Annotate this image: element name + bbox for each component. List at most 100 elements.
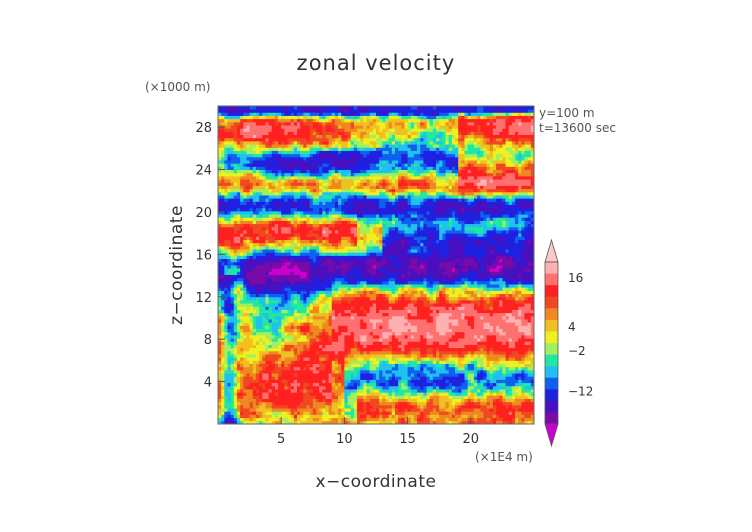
heatmap-cell — [398, 344, 402, 349]
heatmap-cell — [464, 299, 469, 304]
heatmap-cell — [521, 341, 525, 345]
heatmap-cell — [382, 331, 386, 336]
heatmap-cell — [492, 334, 497, 339]
heatmap-cell — [499, 277, 503, 282]
heatmap-cell — [391, 385, 396, 390]
heatmap-cell — [303, 306, 307, 310]
heatmap-cell — [458, 280, 462, 285]
heatmap-cell — [252, 354, 257, 358]
heatmap-cell — [360, 328, 364, 333]
heatmap-cell — [319, 287, 323, 291]
heatmap-cell — [461, 312, 465, 317]
heatmap-cell — [401, 420, 405, 424]
heatmap-cell — [252, 325, 257, 329]
heatmap-cell — [290, 369, 295, 374]
heatmap-cell — [360, 334, 364, 339]
heatmap-cell — [394, 268, 399, 272]
heatmap-cell — [249, 398, 254, 403]
heatmap-cell — [278, 376, 282, 380]
heatmap-cell — [325, 338, 329, 342]
heatmap-cell — [262, 357, 266, 361]
heatmap-cell — [344, 379, 348, 384]
heatmap-cell — [246, 369, 250, 374]
heatmap-cell — [382, 268, 386, 272]
heatmap-cell — [224, 363, 228, 368]
heatmap-cell — [391, 347, 396, 352]
heatmap-cell — [391, 334, 396, 339]
heatmap-cell — [334, 315, 339, 320]
heatmap-cell — [401, 271, 405, 275]
heatmap-cell — [407, 284, 412, 288]
heatmap-cell — [439, 271, 443, 275]
heatmap-cell — [439, 417, 443, 422]
heatmap-cell — [505, 312, 510, 317]
heatmap-cell — [287, 354, 292, 358]
heatmap-cell — [322, 341, 326, 345]
heatmap-cell — [467, 360, 472, 364]
heatmap-cell — [461, 299, 465, 304]
heatmap-cell — [499, 325, 503, 329]
heatmap-cell — [255, 290, 260, 295]
heatmap-cell — [527, 404, 532, 409]
heatmap-cell — [496, 417, 500, 422]
heatmap-cell — [271, 325, 276, 329]
heatmap-cell — [274, 389, 279, 393]
heatmap-cell — [366, 395, 371, 399]
heatmap-cell — [499, 274, 503, 279]
heatmap-cell — [467, 309, 472, 314]
heatmap-cell — [391, 331, 396, 336]
heatmap-cell — [417, 290, 421, 295]
heatmap-cell — [287, 414, 292, 419]
heatmap-cell — [218, 354, 222, 358]
heatmap-cell — [227, 363, 232, 368]
heatmap-cell — [224, 303, 228, 307]
heatmap-cell — [518, 274, 522, 279]
heatmap-cell — [489, 315, 494, 320]
heatmap-cell — [521, 338, 525, 342]
heatmap-cell — [511, 404, 516, 409]
heatmap-cell — [401, 385, 405, 390]
heatmap-cell — [322, 268, 326, 272]
heatmap-cell — [413, 287, 418, 291]
heatmap-cell — [455, 382, 459, 387]
heatmap-cell — [287, 268, 292, 272]
heatmap-cell — [432, 315, 437, 320]
heatmap-cell — [461, 331, 465, 336]
heatmap-cell — [227, 277, 232, 282]
heatmap-cell — [445, 382, 450, 387]
heatmap-cell — [255, 417, 260, 422]
heatmap-cell — [432, 268, 437, 272]
heatmap-cell — [284, 382, 288, 387]
heatmap-cell — [274, 328, 279, 333]
heatmap-cell — [461, 385, 465, 390]
heatmap-cell — [496, 280, 500, 285]
heatmap-cell — [262, 350, 266, 355]
heatmap-cell — [259, 309, 263, 314]
heatmap-cell — [328, 392, 333, 396]
heatmap-cell — [496, 392, 500, 396]
heatmap-cell — [309, 315, 314, 320]
heatmap-cell — [278, 385, 282, 390]
heatmap-cell — [382, 315, 386, 320]
heatmap-cell — [442, 268, 446, 272]
heatmap-cell — [499, 389, 503, 393]
heatmap-cell — [271, 360, 276, 364]
heatmap-cell — [480, 369, 484, 374]
heatmap-cell — [306, 401, 311, 406]
heatmap-cell — [259, 417, 263, 422]
heatmap-cell — [287, 296, 292, 301]
heatmap-cell — [350, 322, 355, 326]
heatmap-cell — [218, 319, 222, 323]
heatmap-cell — [221, 392, 225, 396]
heatmap-cell — [357, 366, 361, 371]
heatmap-cell — [341, 389, 345, 393]
heatmap-cell — [404, 414, 408, 419]
heatmap-cell — [366, 357, 371, 361]
heatmap-cell — [249, 268, 254, 272]
heatmap-cell — [331, 309, 336, 314]
heatmap-cell — [502, 411, 506, 415]
heatmap-cell — [486, 287, 491, 291]
heatmap-cell — [325, 299, 329, 304]
heatmap-cell — [502, 334, 506, 339]
heatmap-cell — [508, 309, 513, 314]
